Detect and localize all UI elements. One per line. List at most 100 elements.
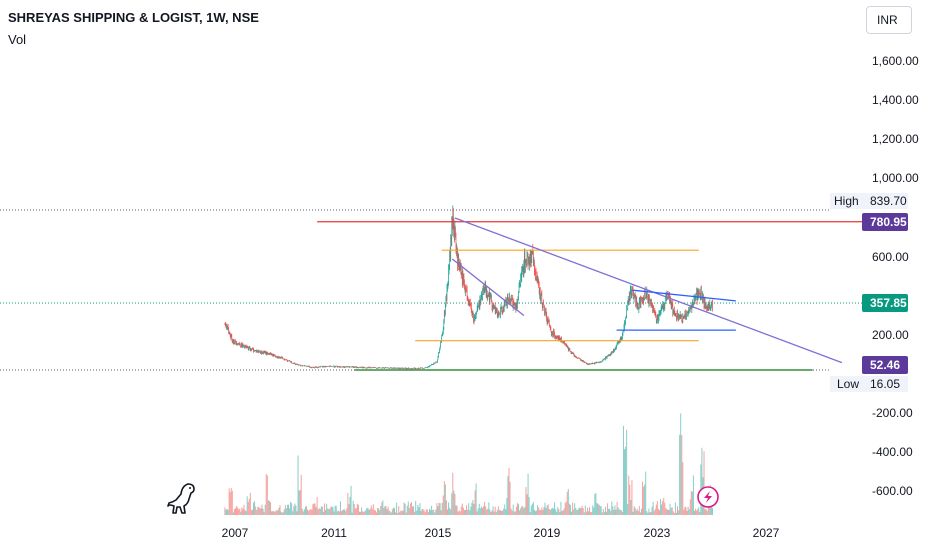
volume-bar <box>571 511 573 515</box>
volume-bar <box>356 503 358 515</box>
volume-bar <box>327 508 329 515</box>
volume-bar <box>531 503 533 515</box>
volume-bar <box>481 508 483 515</box>
volume-bar <box>435 509 437 515</box>
support-tag: 52.46 <box>862 356 908 374</box>
volume-bar <box>601 512 603 515</box>
lightning-icon[interactable] <box>697 486 719 508</box>
y-tick-label: 600.00 <box>872 250 909 264</box>
volume-bar <box>364 511 366 515</box>
low-value: 16.05 <box>870 377 900 391</box>
volume-bar <box>377 508 379 515</box>
volume-bar <box>367 508 369 515</box>
volume-bar <box>390 512 392 515</box>
volume-bar <box>640 508 642 515</box>
volume-bar <box>275 510 277 515</box>
volume-bar <box>278 507 280 515</box>
volume-bar <box>577 509 579 515</box>
volume-bar <box>537 505 539 515</box>
volume-bar <box>586 507 588 515</box>
volume-bar <box>359 511 361 515</box>
volume-bar <box>405 512 407 515</box>
volume-bar <box>563 508 565 515</box>
volume-bar <box>309 509 311 515</box>
volume-bar <box>328 509 330 515</box>
y-tick-label: 200.00 <box>872 328 909 342</box>
volume-bar <box>581 505 583 515</box>
chart-drawings[interactable] <box>317 217 864 371</box>
volume-bar <box>346 508 348 515</box>
volume-bar <box>614 505 616 515</box>
volume-bar <box>533 509 535 515</box>
volume-bar <box>295 505 297 515</box>
volume-bar <box>349 496 351 515</box>
volume-bar <box>312 504 314 515</box>
volume-bar <box>579 507 581 515</box>
volume-bar <box>315 507 317 515</box>
volume-bar <box>608 508 610 515</box>
volume-bar <box>418 507 420 515</box>
support-value: 52.46 <box>870 358 900 372</box>
volume-bars <box>224 413 713 515</box>
volume-bar <box>345 511 347 515</box>
volume-bar <box>232 512 234 515</box>
volume-bar <box>369 508 371 515</box>
red-level-value: 780.95 <box>870 215 907 229</box>
volume-bar <box>371 508 373 515</box>
volume-bar <box>316 497 318 515</box>
volume-indicator-label[interactable]: Vol <box>8 32 27 47</box>
volume-bar <box>580 508 582 515</box>
volume-bar <box>553 508 554 515</box>
volume-bar <box>347 492 349 515</box>
volume-bar <box>267 500 269 515</box>
volume-bar <box>532 502 534 515</box>
volume-bar <box>284 504 286 515</box>
y-tick-label: 1,400.00 <box>872 93 919 107</box>
volume-bar <box>568 503 570 515</box>
volume-bar <box>334 505 336 515</box>
volume-bar <box>668 509 670 515</box>
volume-bar <box>653 510 655 515</box>
volume-bar <box>297 455 299 515</box>
volume-bar <box>352 500 354 515</box>
volume-bar <box>515 506 517 515</box>
volume-bar <box>606 511 607 515</box>
volume-bar <box>341 511 342 515</box>
currency-button[interactable]: INR <box>866 6 912 34</box>
volume-bar <box>569 504 571 515</box>
volume-bar <box>360 511 362 515</box>
volume-bar <box>239 508 241 515</box>
volume-bar <box>465 509 467 515</box>
volume-bar <box>561 510 563 515</box>
volume-bar <box>285 508 287 515</box>
volume-bar <box>440 510 442 515</box>
volume-bar <box>395 512 397 515</box>
volume-bar <box>282 512 284 515</box>
volume-bar <box>469 510 471 515</box>
volume-bar <box>461 503 463 515</box>
volume-bar <box>268 500 270 515</box>
y-tick-label: 1,200.00 <box>872 132 919 146</box>
volume-bar <box>448 502 450 515</box>
volume-bar <box>583 512 585 515</box>
volume-bar <box>401 511 403 515</box>
volume-bar <box>662 500 664 515</box>
volume-bar <box>265 474 267 515</box>
volume-bar <box>655 504 657 515</box>
volume-bar <box>354 508 356 515</box>
volume-bar <box>510 508 512 515</box>
volume-bar <box>659 510 660 515</box>
volume-bar <box>562 510 564 515</box>
volume-bar <box>624 449 626 515</box>
volume-bar <box>689 499 691 515</box>
volume-bar <box>643 486 645 515</box>
volume-bar <box>513 511 515 515</box>
volume-bar <box>343 509 345 515</box>
volume-bar <box>684 506 686 515</box>
volume-bar <box>355 508 357 515</box>
volume-bar <box>247 501 249 515</box>
volume-bar <box>486 509 488 515</box>
volume-bar <box>712 507 713 515</box>
volume-bar <box>485 506 487 515</box>
